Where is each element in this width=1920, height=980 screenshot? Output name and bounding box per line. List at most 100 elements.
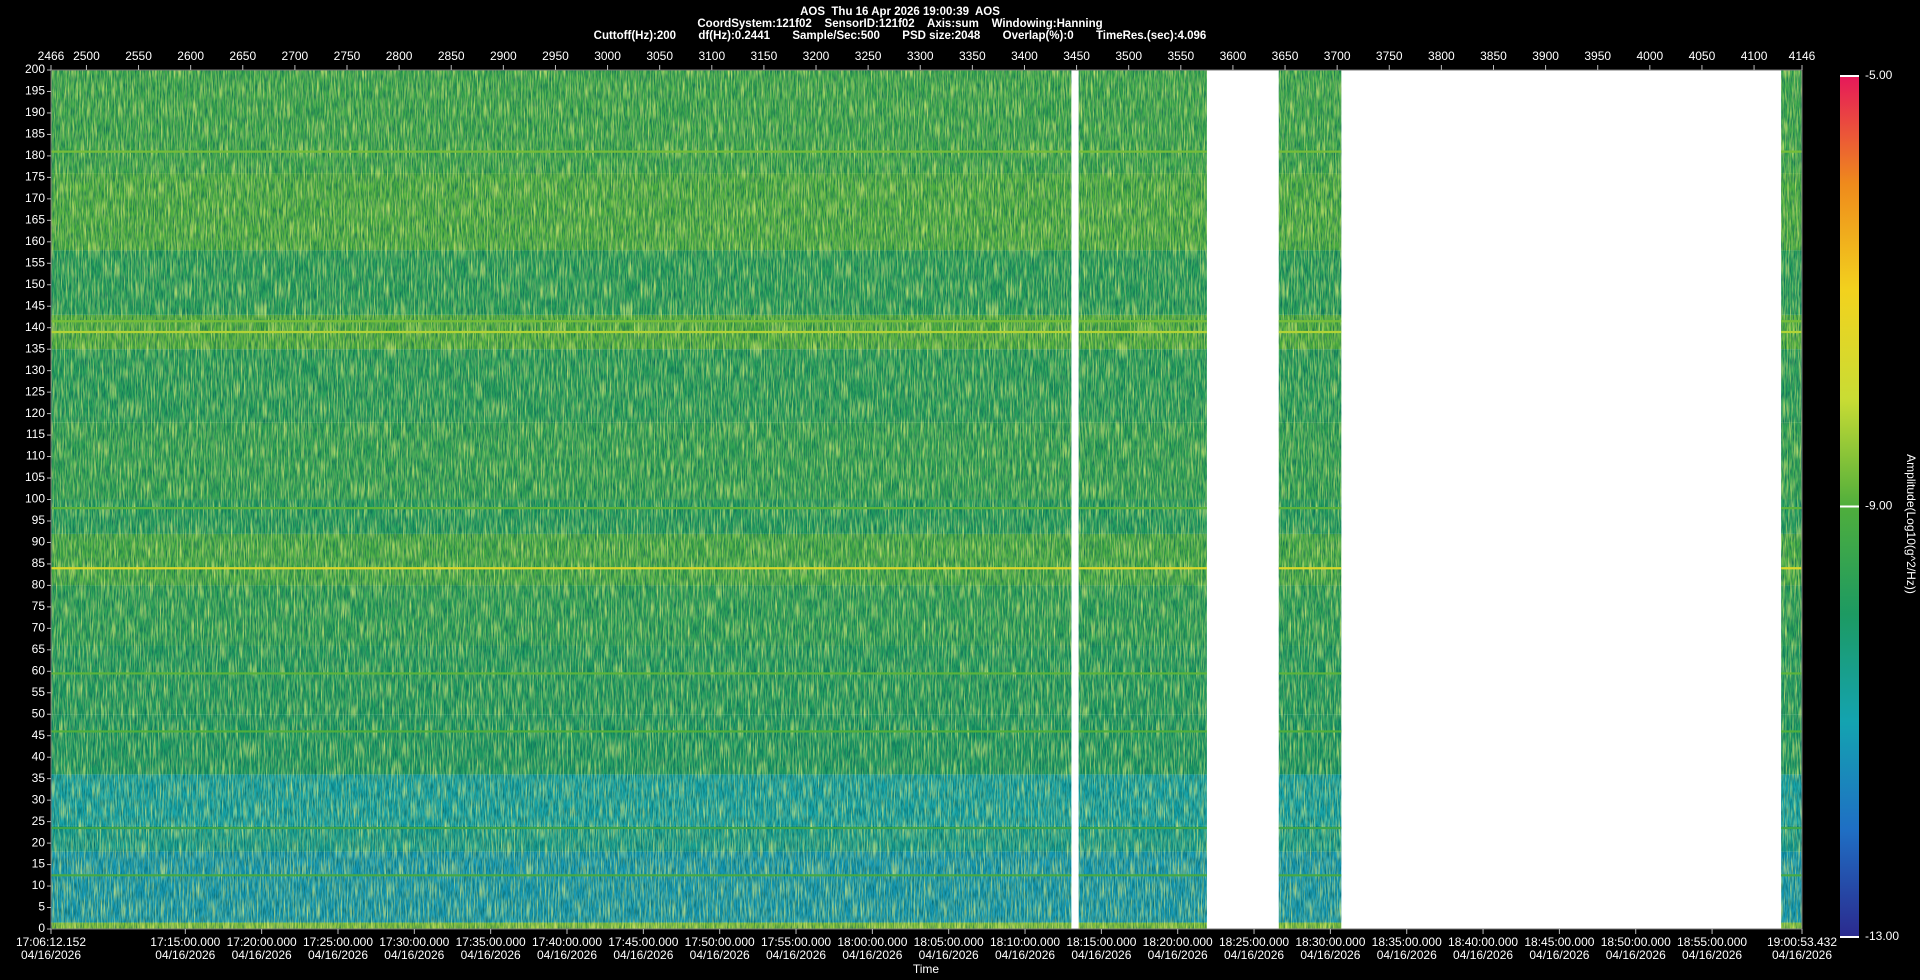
x-top-tick-label: 3150 (751, 49, 778, 63)
y-tick-label: 195 (25, 84, 45, 98)
x-top-tick-label: 2950 (542, 49, 569, 63)
time-tick-date: 04/16/2026 (21, 948, 81, 962)
y-tick-label: 20 (32, 835, 46, 849)
x-top-tick-label: 2650 (229, 49, 256, 63)
time-tick-label: 18:50:00.000 (1601, 935, 1671, 949)
x-top-tick-label: 2750 (334, 49, 361, 63)
y-tick-label: 45 (32, 728, 46, 742)
y-tick-label: 190 (25, 105, 45, 119)
time-tick-date: 04/16/2026 (690, 948, 750, 962)
settings-line: Cuttoff(Hz):200 df(Hz):0.2441 Sample/Sec… (594, 30, 1207, 42)
x-top-tick-label: 2500 (73, 49, 100, 63)
time-tick-date: 04/16/2026 (1606, 948, 1666, 962)
y-tick-label: 0 (38, 921, 45, 935)
time-tick-label: 17:45:00.000 (608, 935, 678, 949)
x-top-tick-label: 3750 (1376, 49, 1403, 63)
time-tick-label: 19:00:53.432 (1767, 935, 1837, 949)
x-top-tick-label: 3550 (1167, 49, 1194, 63)
time-tick-date: 04/16/2026 (613, 948, 673, 962)
x-top-tick-label: 3050 (646, 49, 673, 63)
x-top-tick-label: 2466 (38, 49, 65, 63)
time-tick-label: 17:50:00.000 (685, 935, 755, 949)
time-tick-date: 04/16/2026 (1224, 948, 1284, 962)
time-tick-date: 04/16/2026 (308, 948, 368, 962)
time-tick-date: 04/16/2026 (384, 948, 444, 962)
x-top-tick-label: 2550 (125, 49, 152, 63)
x-top-tick-label: 3600 (1220, 49, 1247, 63)
x-top-tick-label: 3700 (1324, 49, 1351, 63)
y-tick-label: 130 (25, 363, 45, 377)
time-tick-label: 18:35:00.000 (1372, 935, 1442, 949)
time-tick-date: 04/16/2026 (1071, 948, 1131, 962)
y-tick-label: 170 (25, 191, 45, 205)
y-tick-label: 25 (32, 814, 46, 828)
x-top-tick-label: 2600 (177, 49, 204, 63)
colorbar-tick-label: -9.00 (1865, 499, 1893, 513)
y-tick-label: 105 (25, 470, 45, 484)
time-tick-date: 04/16/2026 (995, 948, 1055, 962)
time-tick-date: 04/16/2026 (232, 948, 292, 962)
time-tick-label: 17:15:00.000 (150, 935, 220, 949)
time-tick-date: 04/16/2026 (537, 948, 597, 962)
time-tick-label: 18:10:00.000 (990, 935, 1060, 949)
x-top-tick-label: 2700 (282, 49, 309, 63)
y-tick-label: 175 (25, 170, 45, 184)
y-tick-label: 135 (25, 341, 45, 355)
y-tick-label: 35 (32, 771, 46, 785)
y-tick-label: 80 (32, 578, 46, 592)
y-tick-label: 30 (32, 792, 46, 806)
time-tick-label: 18:25:00.000 (1219, 935, 1289, 949)
y-tick-label: 165 (25, 212, 45, 226)
time-tick-date: 04/16/2026 (1529, 948, 1589, 962)
y-tick-label: 200 (25, 62, 45, 76)
time-tick-date: 04/16/2026 (461, 948, 521, 962)
x-top-tick-label: 2900 (490, 49, 517, 63)
time-tick-date: 04/16/2026 (1377, 948, 1437, 962)
colorbar-tick-label: -13.00 (1865, 929, 1899, 943)
y-tick-label: 160 (25, 234, 45, 248)
time-tick-label: 18:55:00.000 (1677, 935, 1747, 949)
time-tick-label: 18:45:00.000 (1524, 935, 1594, 949)
time-tick-date: 04/16/2026 (842, 948, 902, 962)
time-tick-date: 04/16/2026 (1300, 948, 1360, 962)
x-top-tick-label: 3100 (698, 49, 725, 63)
y-tick-label: 65 (32, 642, 46, 656)
colorbar-tick-label: -5.00 (1865, 68, 1893, 82)
time-tick-label: 18:20:00.000 (1143, 935, 1213, 949)
x-top-tick-label: 2850 (438, 49, 465, 63)
y-tick-label: 155 (25, 255, 45, 269)
colorbar-label: Amplitude(Log10(g^2/Hz)) (1904, 454, 1918, 594)
time-tick-date: 04/16/2026 (919, 948, 979, 962)
title: AOS Thu 16 Apr 2026 19:00:39 AOS (800, 6, 1000, 18)
y-tick-label: 185 (25, 127, 45, 141)
y-tick-label: 5 (38, 900, 45, 914)
time-tick-label: 17:30:00.000 (379, 935, 449, 949)
y-tick-label: 90 (32, 535, 46, 549)
x-axis-label: Time (913, 962, 940, 976)
y-tick-label: 40 (32, 749, 46, 763)
y-tick-label: 70 (32, 621, 46, 635)
time-tick-label: 17:06:12.152 (16, 935, 86, 949)
y-tick-label: 85 (32, 556, 46, 570)
time-tick-date: 04/16/2026 (1772, 948, 1832, 962)
y-tick-label: 150 (25, 277, 45, 291)
y-tick-label: 75 (32, 599, 46, 613)
x-top-tick-label: 4100 (1741, 49, 1768, 63)
y-tick-label: 50 (32, 706, 46, 720)
x-top-tick-label: 3000 (594, 49, 621, 63)
x-top-tick-label: 4146 (1789, 49, 1816, 63)
y-tick-label: 140 (25, 320, 45, 334)
time-tick-label: 18:40:00.000 (1448, 935, 1518, 949)
x-top-tick-label: 3950 (1584, 49, 1611, 63)
time-tick-date: 04/16/2026 (1148, 948, 1208, 962)
x-top-tick-label: 3850 (1480, 49, 1507, 63)
time-tick-label: 18:15:00.000 (1066, 935, 1136, 949)
x-top-tick-label: 3800 (1428, 49, 1455, 63)
x-top-tick-label: 3450 (1063, 49, 1090, 63)
y-tick-label: 145 (25, 298, 45, 312)
time-tick-label: 18:05:00.000 (914, 935, 984, 949)
x-top-tick-label: 3300 (907, 49, 934, 63)
y-tick-label: 120 (25, 406, 45, 420)
y-tick-label: 110 (26, 449, 45, 463)
